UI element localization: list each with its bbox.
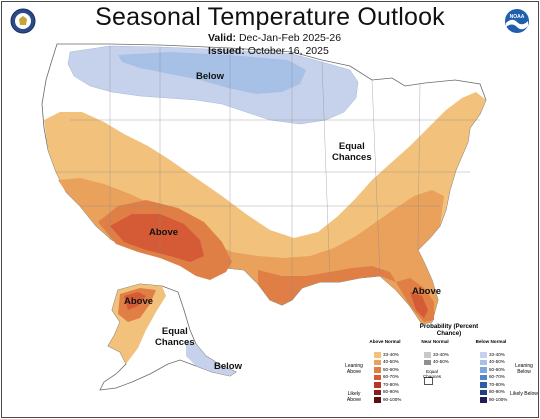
label-equal-east-line1: Equal bbox=[338, 141, 365, 152]
above-region-50-60-gulf bbox=[258, 266, 396, 305]
legend-below-swatch bbox=[480, 389, 487, 395]
legend-header-below: Below Normal bbox=[475, 339, 507, 344]
legend-near-swatch bbox=[424, 352, 431, 358]
legend-below-range-label: 40-50% bbox=[489, 359, 505, 364]
legend-header-above: Above Normal bbox=[369, 339, 401, 344]
label-above-alaska: Above bbox=[124, 296, 154, 307]
legend-below-range-label: 60-70% bbox=[489, 374, 505, 379]
below-region-north-inner bbox=[118, 52, 306, 94]
legend-likely-above: Likely Above bbox=[346, 391, 362, 403]
probability-legend: Probability (Percent Chance) Above Norma… bbox=[345, 323, 538, 417]
label-equal-alaska-line2: Chances bbox=[155, 337, 195, 348]
legend-header-near: Near Normal bbox=[421, 339, 449, 344]
legend-leaning-below: Leaning Below bbox=[515, 363, 533, 375]
valid-line: Valid: Dec-Jan-Feb 2025-26 bbox=[208, 32, 341, 44]
label-equal-alaska: Equal Chances bbox=[155, 326, 195, 348]
legend-above-swatch bbox=[374, 367, 381, 373]
noaa-logo-text: NOAA bbox=[510, 14, 525, 20]
legend-below-range-label: 90-100% bbox=[489, 396, 508, 402]
legend-below-range-label: 80-90% bbox=[489, 389, 505, 394]
legend-above-swatch bbox=[374, 352, 381, 358]
legend-above-range-label: 90-100% bbox=[383, 396, 402, 402]
legend-above-range-label: 50-60% bbox=[383, 366, 399, 372]
legend-below-swatch bbox=[480, 382, 487, 388]
legend-above-range-label: 33-40% bbox=[383, 351, 399, 357]
legend-above-swatch bbox=[374, 374, 381, 380]
legend-leaning-above: Leaning Above bbox=[345, 363, 363, 375]
legend-equal-swatch bbox=[424, 377, 433, 385]
issued-value: October 16, 2025 bbox=[247, 45, 329, 57]
label-equal-east-line2: Chances bbox=[332, 152, 372, 163]
valid-value: Dec-Jan-Feb 2025-26 bbox=[238, 32, 342, 44]
alaska-below-region bbox=[186, 340, 236, 376]
legend-below-swatch bbox=[480, 359, 487, 365]
label-below-north: Below bbox=[196, 71, 224, 82]
legend-near-range-label: 40-50% bbox=[433, 359, 449, 364]
doc-seal-icon bbox=[10, 8, 36, 34]
issued-line: Issued: October 16, 2025 bbox=[208, 45, 329, 57]
label-above-southwest: Above bbox=[149, 227, 179, 238]
legend-near-swatch bbox=[424, 359, 431, 365]
legend-above-swatch bbox=[374, 397, 381, 403]
legend-below-range-label: 50-60% bbox=[489, 366, 505, 372]
label-equal-alaska-line1: Equal bbox=[161, 326, 188, 337]
legend-title: Probability (Percent Chance) bbox=[419, 323, 479, 337]
legend-below-swatch bbox=[480, 352, 487, 358]
label-below-alaska: Below bbox=[214, 361, 242, 372]
noaa-logo-icon: NOAA bbox=[505, 9, 529, 33]
legend-above-range-label: 40-50% bbox=[383, 359, 399, 364]
legend-below-swatch bbox=[480, 397, 487, 403]
state-lines bbox=[56, 46, 480, 300]
alaska-above-core bbox=[124, 292, 146, 310]
legend-likely-below: Likely Below bbox=[510, 391, 538, 397]
legend-above-range-label: 70-80% bbox=[383, 381, 399, 387]
legend-near-range-label: 33-40% bbox=[433, 351, 449, 357]
legend-equal-chances: Equal Chances bbox=[422, 369, 442, 379]
legend-below-range-label: 33-40% bbox=[489, 351, 505, 357]
label-above-florida: Above bbox=[412, 286, 442, 297]
legend-above-swatch bbox=[374, 359, 381, 365]
legend-above-swatch bbox=[374, 382, 381, 388]
above-region-60-70-sw bbox=[110, 214, 204, 262]
legend-above-range-label: 60-70% bbox=[383, 374, 399, 379]
legend-below-range-label: 70-80% bbox=[489, 381, 505, 387]
label-equal-east: Equal Chances bbox=[332, 141, 372, 163]
valid-label: Valid: bbox=[208, 32, 237, 44]
legend-above-swatch bbox=[374, 389, 381, 395]
above-region-60-70-fl bbox=[410, 292, 428, 318]
legend-below-swatch bbox=[480, 367, 487, 373]
legend-above-range-label: 80-90% bbox=[383, 389, 399, 394]
legend-below-swatch bbox=[480, 374, 487, 380]
page-title: Seasonal Temperature Outlook bbox=[95, 3, 445, 31]
issued-label: Issued: bbox=[208, 45, 245, 57]
